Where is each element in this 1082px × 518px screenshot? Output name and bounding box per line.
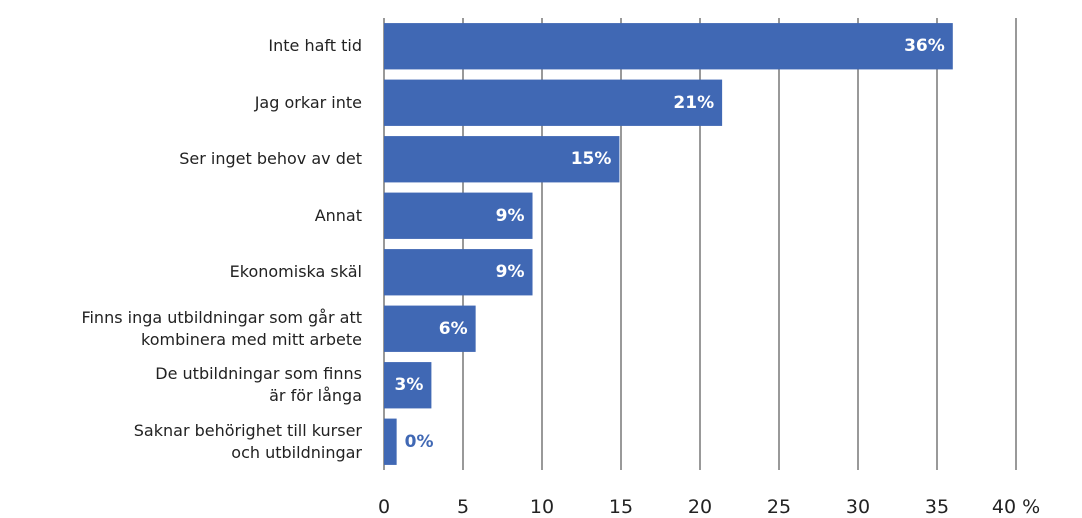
- category-label: Finns inga utbildningar som går att komb…: [81, 307, 362, 349]
- category-label: Jag orkar inte: [254, 92, 362, 112]
- bar: [384, 136, 620, 183]
- category-label: Annat: [314, 205, 362, 225]
- x-tick-label: 30: [845, 496, 871, 518]
- value-label: 0%: [404, 431, 434, 452]
- x-tick-label: 20: [687, 496, 713, 518]
- x-tick-label: 10: [529, 496, 555, 518]
- value-label: 21%: [673, 92, 715, 113]
- bar: [384, 418, 397, 465]
- bar: [384, 362, 432, 409]
- x-tick-label: 15: [608, 496, 634, 518]
- bar: [384, 192, 533, 239]
- category-label: Saknar behörighet till kurser och utbild…: [133, 420, 362, 462]
- value-label: 3%: [394, 375, 424, 396]
- value-label: 9%: [495, 205, 525, 226]
- x-tick-label: 25: [766, 496, 792, 518]
- bar: [384, 23, 953, 70]
- category-label: De utbildningar som finns är för långa: [155, 364, 362, 406]
- category-label: Ser inget behov av det: [179, 149, 362, 169]
- x-tick-label: 0: [377, 496, 391, 518]
- bar: [384, 305, 476, 352]
- x-tick-label: 40 %: [991, 496, 1041, 518]
- value-label: 6%: [438, 318, 468, 339]
- value-label: 9%: [495, 262, 525, 283]
- bar: [384, 249, 533, 296]
- category-label: Ekonomiska skäl: [229, 262, 362, 282]
- x-tick-label: 35: [924, 496, 950, 518]
- bar: [384, 79, 723, 126]
- value-label: 15%: [570, 149, 612, 170]
- x-tick-label: 5: [456, 496, 470, 518]
- value-label: 36%: [904, 36, 945, 57]
- category-label: Inte haft tid: [268, 36, 362, 56]
